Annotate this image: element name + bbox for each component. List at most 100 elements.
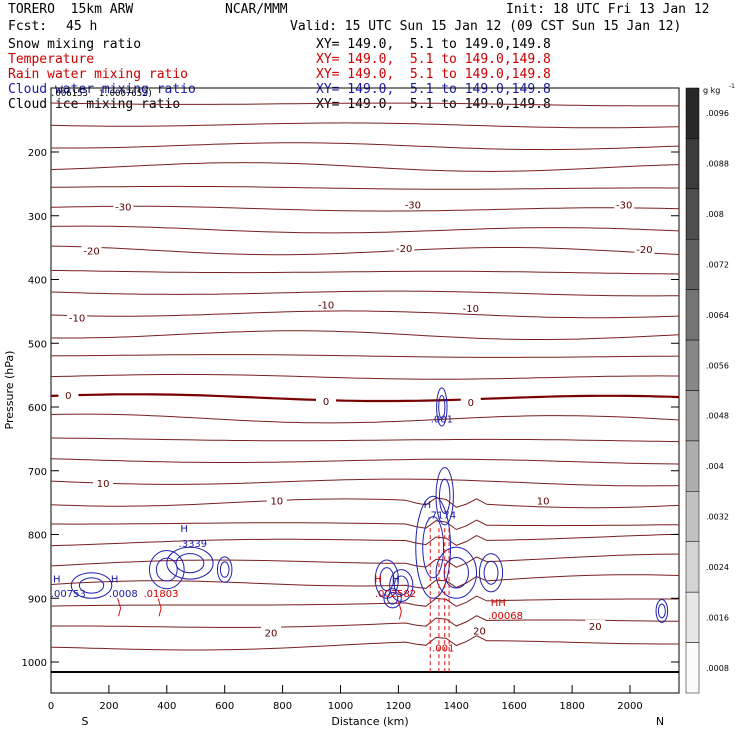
south-label: S bbox=[82, 715, 89, 728]
isotherm-line bbox=[50, 290, 680, 297]
plot-frame bbox=[50, 87, 680, 694]
cloud-water-contour bbox=[435, 467, 454, 526]
cloud-water-contour bbox=[166, 546, 214, 580]
x-tick-label: 800 bbox=[273, 701, 292, 712]
x-tick-label: 400 bbox=[157, 701, 176, 712]
cloud-water-contour bbox=[415, 495, 452, 599]
isotherm-line bbox=[50, 478, 680, 487]
mixing-ratio-label: .3339 bbox=[179, 539, 208, 550]
isotherm-line bbox=[50, 122, 680, 129]
x-axis-title: Distance (km) bbox=[331, 715, 408, 728]
isotherm-label: 20 bbox=[265, 628, 278, 639]
isotherm-label-bg bbox=[113, 200, 134, 212]
isotherm-label-bg bbox=[266, 494, 287, 506]
rain-water-streak bbox=[117, 598, 122, 617]
colorbar-cell bbox=[685, 642, 700, 694]
rain-water-streak bbox=[397, 601, 402, 620]
colorbar-cell bbox=[685, 138, 700, 190]
field-xy-temperature: XY= 149.0, 5.1 to 149.0,149.8 bbox=[316, 52, 551, 67]
isotherm-label-bg bbox=[533, 494, 554, 506]
mixing-ratio-label: .001 bbox=[432, 643, 454, 654]
colorbar-tick-label: .0032 bbox=[706, 513, 729, 522]
isotherm-line bbox=[50, 102, 680, 107]
colorbar-cell bbox=[685, 440, 700, 492]
x-tick-label: 1600 bbox=[501, 701, 526, 712]
isotherm-line bbox=[50, 635, 680, 651]
isotherm-label: -30 bbox=[115, 202, 131, 213]
isotherm-label-bg bbox=[58, 389, 79, 401]
mixing-ratio-label: .01803 bbox=[144, 589, 179, 600]
cloud-water-contour bbox=[216, 556, 233, 583]
cloud-water-contour bbox=[478, 553, 504, 593]
isotherm-line bbox=[50, 393, 680, 403]
isotherm-label-bg bbox=[402, 198, 423, 210]
isotherm-line bbox=[50, 373, 680, 380]
isotherm-label: -20 bbox=[83, 246, 99, 257]
mixing-ratio-label: H bbox=[111, 574, 119, 585]
colorbar-unit: g kg bbox=[703, 86, 720, 95]
isotherm-label: 20 bbox=[473, 626, 486, 637]
rain-contours bbox=[117, 528, 450, 675]
x-tick-label: 1400 bbox=[444, 701, 469, 712]
field-name-rain: Rain water mixing ratio bbox=[8, 67, 189, 82]
forecast-label: Fcst: bbox=[8, 19, 48, 34]
isotherm-line bbox=[50, 574, 680, 589]
isotherm-line bbox=[50, 245, 680, 256]
isotherm-label-bg bbox=[460, 301, 481, 313]
y-tick-label: 700 bbox=[28, 467, 47, 478]
y-tick-label: 800 bbox=[28, 531, 47, 542]
north-label: N bbox=[656, 715, 664, 728]
colorbar-tick-label: .008 bbox=[706, 210, 724, 219]
colorbar-tick-label: .0008 bbox=[706, 664, 729, 673]
x-tick-label: 0 bbox=[48, 701, 54, 712]
cloud-water-contour-inner bbox=[443, 556, 469, 589]
isotherm-label: 0 bbox=[468, 398, 474, 409]
y-tick-label: 300 bbox=[28, 212, 47, 223]
field-name-cloud-water: Cloud water mixing ratio bbox=[8, 82, 196, 97]
mixing-ratio-label: .001 bbox=[431, 414, 453, 425]
cloud-water-contour bbox=[70, 572, 113, 599]
colorbar-tick-label: .0056 bbox=[706, 361, 729, 370]
y-tick-label: 600 bbox=[28, 403, 47, 414]
isotherm-label-bg bbox=[93, 477, 114, 489]
cloud-water-contour-inner bbox=[175, 553, 205, 574]
isotherm-label: -10 bbox=[463, 304, 479, 315]
isotherm-line bbox=[50, 225, 680, 234]
mixing-ratio-label: .00068 bbox=[488, 611, 523, 622]
isotherm-label-bg bbox=[614, 198, 635, 210]
colorbar-tick-label: .0096 bbox=[706, 109, 729, 118]
isotherm-label: -10 bbox=[318, 301, 334, 312]
colorbar-cell bbox=[685, 188, 700, 240]
cloud-water-contour-inner bbox=[422, 516, 445, 579]
isotherm-label-bg bbox=[585, 619, 606, 631]
isotherm-line bbox=[50, 413, 680, 424]
cloud-water-contour-inner bbox=[483, 560, 499, 585]
cloud-water-contour bbox=[655, 599, 669, 623]
cloud-water-contour-inner bbox=[386, 592, 399, 605]
isotherm-label: -20 bbox=[636, 245, 652, 256]
isotherm-label-bg bbox=[460, 396, 481, 408]
mixing-ratio-label: H bbox=[392, 574, 400, 585]
isotherm-line bbox=[50, 269, 680, 275]
isotherm-label: 0 bbox=[323, 397, 329, 408]
mixing-ratio-label: H bbox=[374, 574, 382, 585]
x-tick-label: 1200 bbox=[386, 701, 411, 712]
overlay-note: .006153 1.0007652) bbox=[50, 89, 153, 99]
colorbar-cell bbox=[685, 87, 700, 139]
y-tick-label: 400 bbox=[28, 276, 47, 287]
x-tick-label: 600 bbox=[215, 701, 234, 712]
isotherm-line bbox=[50, 162, 680, 172]
isotherm-line bbox=[51, 615, 680, 628]
isotherm-label: 10 bbox=[270, 496, 283, 507]
cloud-water-contour bbox=[374, 559, 399, 599]
isotherm-line bbox=[51, 519, 680, 531]
colorbar-tick-label: .0048 bbox=[706, 412, 729, 421]
isotherm-label-bg bbox=[261, 626, 282, 638]
mixing-ratio-label: HH bbox=[491, 598, 506, 609]
mixing-ratio-label: .002582 bbox=[375, 589, 416, 600]
colorbar-cell bbox=[685, 390, 700, 442]
cloud-water-contour-inner bbox=[155, 557, 178, 582]
isotherm-label: 10 bbox=[97, 479, 110, 490]
